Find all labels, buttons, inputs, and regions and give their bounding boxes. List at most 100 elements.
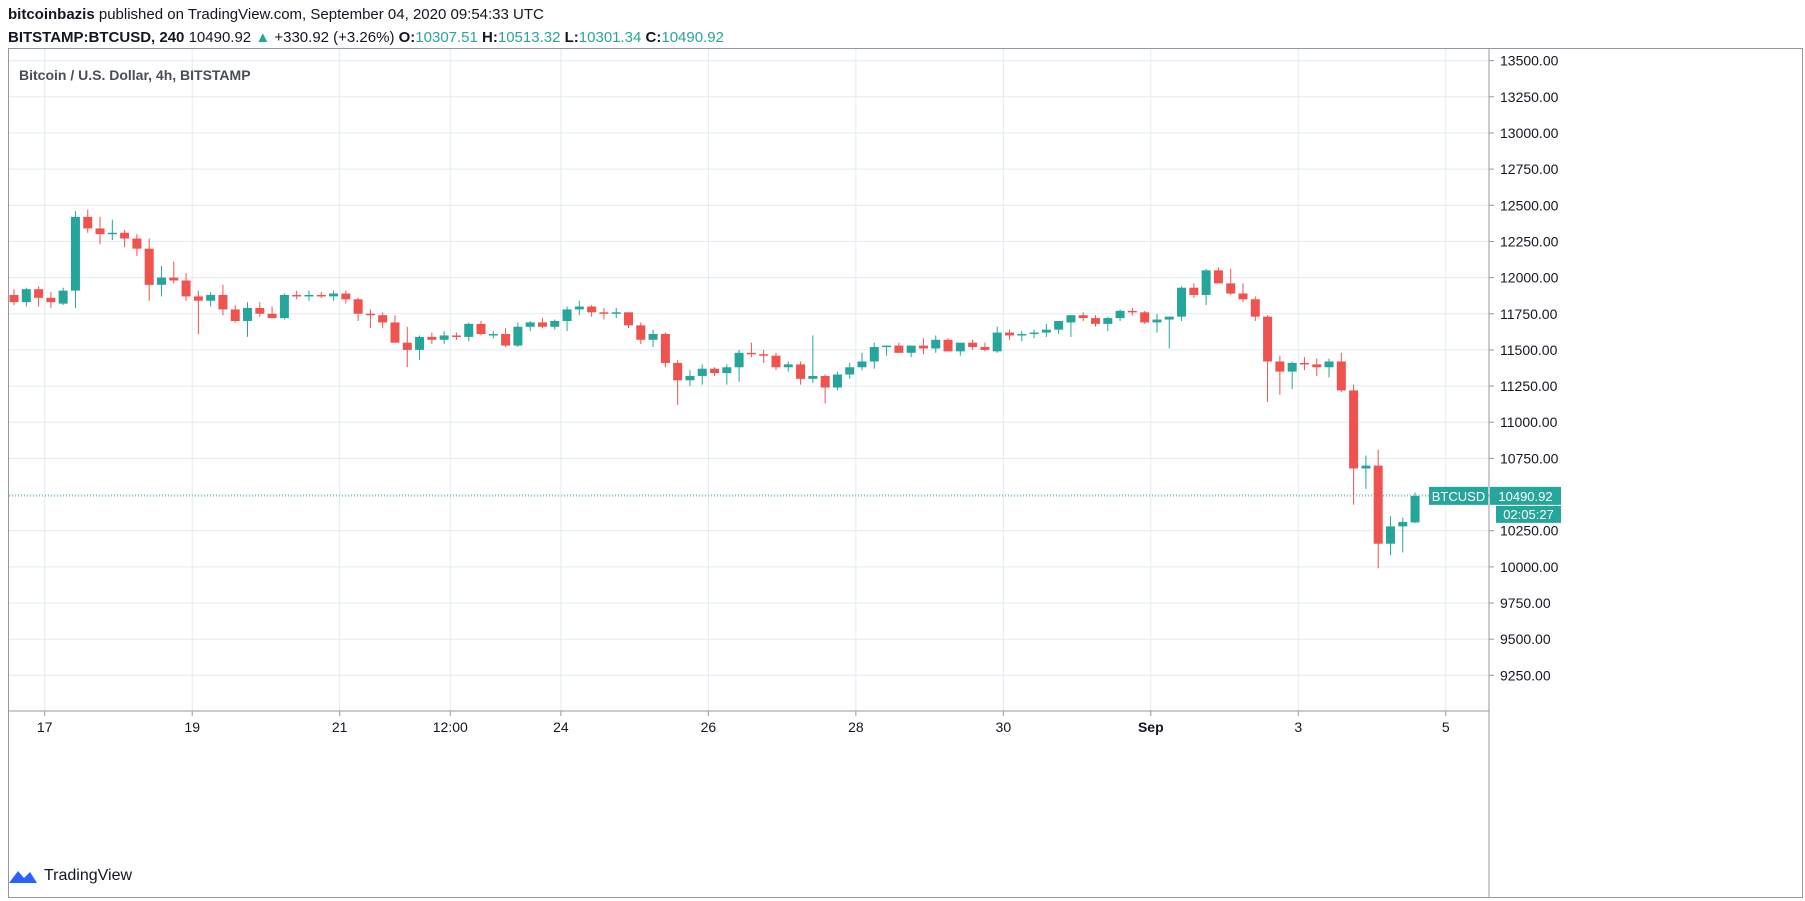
x-tick-label: 3 bbox=[1294, 719, 1302, 735]
candle-down bbox=[599, 312, 609, 314]
y-tick-label: 11500.00 bbox=[1500, 342, 1558, 358]
candle-up bbox=[1385, 526, 1395, 544]
candle-up bbox=[464, 323, 474, 337]
y-tick-label: 11750.00 bbox=[1500, 306, 1558, 322]
candle-down bbox=[537, 322, 547, 327]
candle-up bbox=[783, 364, 793, 368]
publish-date: published on TradingView.com, September … bbox=[98, 6, 544, 23]
author-name[interactable]: bitcoinbazis bbox=[8, 6, 95, 23]
candle-down bbox=[771, 355, 781, 368]
candle-down bbox=[451, 335, 461, 337]
x-tick-label: 19 bbox=[184, 719, 200, 735]
candle-down bbox=[1213, 270, 1223, 284]
candle-down bbox=[1078, 315, 1088, 319]
candle-down bbox=[120, 232, 130, 239]
candle-up bbox=[1103, 318, 1113, 324]
candle-up bbox=[906, 345, 916, 353]
y-tick-label: 13500.00 bbox=[1500, 53, 1559, 69]
y-tick-label: 11000.00 bbox=[1500, 414, 1558, 430]
price-change: +330.92 (+3.26%) bbox=[274, 29, 395, 46]
candle-up bbox=[1066, 315, 1076, 323]
candle-down bbox=[660, 334, 670, 363]
candle-up bbox=[21, 289, 31, 303]
candle-up bbox=[845, 367, 855, 375]
candle-down bbox=[918, 345, 928, 349]
candle-down bbox=[587, 306, 597, 313]
y-tick-label: 10750.00 bbox=[1500, 450, 1559, 466]
last-price-badge-label: 10490.92 bbox=[1498, 489, 1552, 504]
candle-up bbox=[882, 345, 892, 348]
candle-down bbox=[1238, 293, 1248, 300]
candle-down bbox=[1336, 361, 1346, 391]
candle-up bbox=[1361, 465, 1371, 469]
candle-down bbox=[980, 347, 990, 350]
candle-down bbox=[169, 277, 179, 281]
symbol-badge-label: BTCUSD bbox=[1432, 489, 1485, 504]
candle-up bbox=[648, 334, 658, 340]
x-tick-label: 5 bbox=[1442, 719, 1450, 735]
candle-up bbox=[1201, 270, 1211, 295]
candle-up bbox=[58, 290, 68, 304]
candle-down bbox=[636, 325, 646, 340]
y-tick-label: 9500.00 bbox=[1500, 631, 1551, 647]
candle-up bbox=[722, 367, 732, 374]
chart-frame bbox=[8, 48, 1803, 898]
x-tick-label: 26 bbox=[701, 719, 717, 735]
candle-up bbox=[1410, 495, 1420, 523]
candle-down bbox=[255, 307, 265, 314]
candle-down bbox=[1373, 465, 1383, 544]
symbol-badge bbox=[1429, 486, 1488, 505]
candle-down bbox=[1127, 310, 1137, 313]
candle-down bbox=[341, 293, 351, 300]
candle-down bbox=[1263, 316, 1273, 362]
high-value: 10513.32 bbox=[497, 29, 561, 46]
candle-down bbox=[181, 280, 191, 297]
candle-down bbox=[230, 309, 240, 321]
candle-down bbox=[476, 323, 486, 335]
candle-down bbox=[1004, 332, 1014, 336]
candle-down bbox=[1299, 362, 1309, 365]
candle-up bbox=[107, 232, 117, 235]
candle-up bbox=[808, 375, 818, 379]
candle-down bbox=[267, 313, 277, 319]
candle-down bbox=[501, 334, 511, 346]
candle-up bbox=[1398, 522, 1408, 527]
close-value: 10490.92 bbox=[661, 29, 724, 46]
countdown-badge bbox=[1496, 505, 1561, 523]
symbol-ticker: BITSTAMP:BTCUSD, 240 bbox=[8, 29, 185, 46]
last-price: 10490.92 bbox=[188, 29, 252, 46]
candle-down bbox=[710, 368, 720, 374]
candle-up bbox=[685, 375, 695, 381]
open-label: O: bbox=[398, 29, 416, 46]
candle-down bbox=[402, 342, 412, 350]
change-up-icon: ▲ bbox=[255, 29, 271, 46]
candle-up bbox=[550, 320, 560, 327]
candle-down bbox=[1226, 283, 1236, 294]
candle-down bbox=[95, 228, 105, 235]
open-value: 10307.51 bbox=[415, 29, 478, 46]
footer-brand[interactable]: TradingView bbox=[8, 867, 132, 885]
candle-up bbox=[1324, 361, 1334, 368]
candle-down bbox=[132, 238, 142, 249]
candle-up bbox=[955, 342, 965, 352]
y-tick-label: 9750.00 bbox=[1500, 595, 1551, 611]
candle-up bbox=[869, 347, 879, 362]
candle-up bbox=[697, 368, 707, 376]
candle-down bbox=[218, 294, 228, 310]
y-tick-label: 13000.00 bbox=[1500, 125, 1559, 141]
candle-up bbox=[513, 326, 523, 346]
candle-down bbox=[1312, 364, 1322, 368]
y-tick-label: 12750.00 bbox=[1500, 161, 1559, 177]
x-tick-label: 30 bbox=[996, 719, 1012, 735]
y-tick-label: 11250.00 bbox=[1500, 378, 1558, 394]
candle-up bbox=[1054, 320, 1064, 330]
chart-title: Bitcoin / U.S. Dollar, 4h, BITSTAMP bbox=[19, 67, 251, 83]
y-tick-label: 9250.00 bbox=[1500, 667, 1551, 683]
low-label: L: bbox=[564, 29, 579, 46]
candle-down bbox=[1091, 318, 1101, 324]
candle-up bbox=[304, 294, 314, 297]
candle-up bbox=[992, 332, 1002, 352]
candle-down bbox=[34, 289, 44, 298]
candle-down bbox=[968, 342, 978, 348]
